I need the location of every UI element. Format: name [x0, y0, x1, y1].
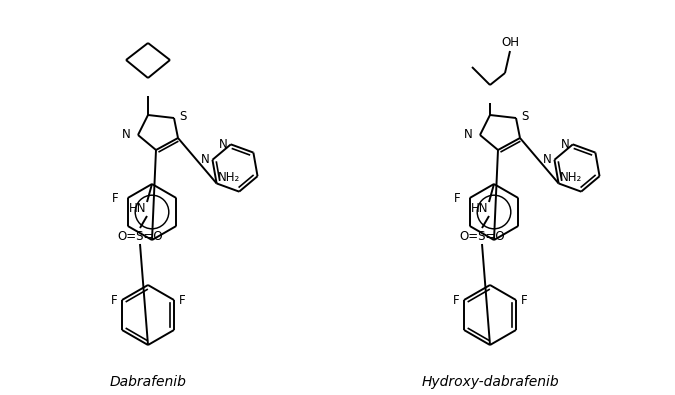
Text: HN: HN: [471, 201, 489, 214]
Text: HN: HN: [129, 201, 146, 214]
Text: S: S: [521, 109, 529, 122]
Text: NH₂: NH₂: [560, 171, 582, 184]
Text: OH: OH: [501, 36, 519, 49]
Text: F: F: [111, 293, 117, 307]
Text: Hydroxy-dabrafenib: Hydroxy-dabrafenib: [421, 375, 559, 389]
Text: F: F: [112, 192, 119, 205]
Text: N: N: [464, 128, 473, 141]
Text: N: N: [543, 153, 551, 166]
Text: O=S=O: O=S=O: [117, 229, 163, 243]
Text: N: N: [122, 128, 131, 141]
Text: F: F: [179, 293, 186, 307]
Text: O=S=O: O=S=O: [459, 229, 505, 243]
Text: S: S: [179, 109, 186, 122]
Text: N: N: [200, 153, 209, 166]
Text: Dabrafenib: Dabrafenib: [109, 375, 186, 389]
Text: F: F: [521, 293, 528, 307]
Text: N: N: [219, 138, 228, 151]
Text: NH₂: NH₂: [217, 171, 240, 184]
Text: F: F: [452, 293, 459, 307]
Text: F: F: [454, 192, 461, 205]
Text: N: N: [561, 138, 570, 151]
